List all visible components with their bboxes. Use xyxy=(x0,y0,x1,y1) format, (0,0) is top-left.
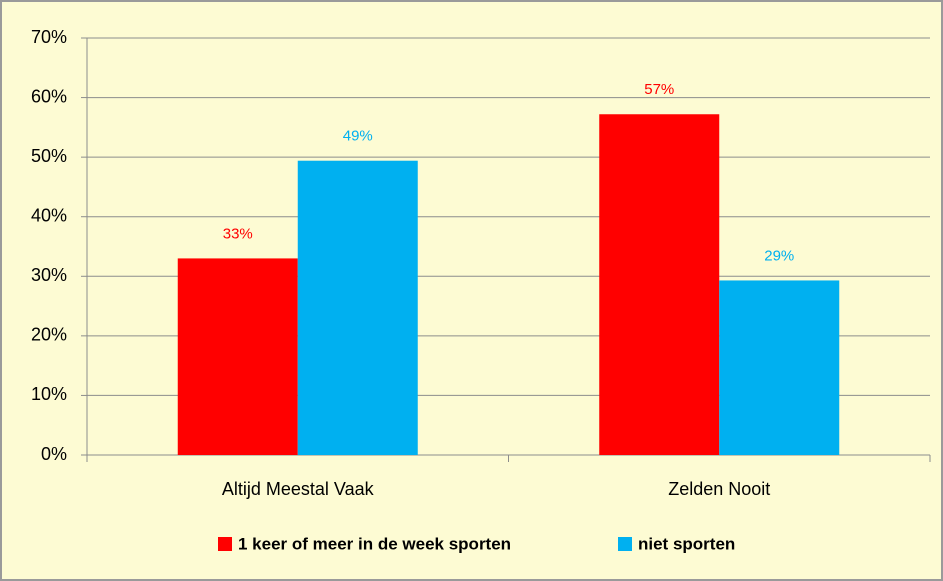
y-tick-label: 70% xyxy=(31,27,67,47)
legend-swatch xyxy=(618,537,632,551)
bar xyxy=(297,160,418,455)
value-label: 29% xyxy=(764,247,794,264)
bar xyxy=(177,258,298,455)
y-tick-label: 0% xyxy=(41,444,67,464)
bar xyxy=(719,280,840,455)
x-tick-label: Zelden Nooit xyxy=(668,479,770,499)
legend-label: niet sporten xyxy=(638,534,735,553)
value-label: 57% xyxy=(644,81,674,98)
y-tick-label: 40% xyxy=(31,205,67,225)
value-label: 49% xyxy=(343,128,373,145)
y-tick-label: 10% xyxy=(31,384,67,404)
bar xyxy=(599,114,720,455)
value-label: 33% xyxy=(223,225,253,242)
y-tick-label: 60% xyxy=(31,86,67,106)
y-tick-label: 30% xyxy=(31,265,67,285)
y-tick-label: 50% xyxy=(31,146,67,166)
x-tick-label: Altijd Meestal Vaak xyxy=(222,479,375,499)
legend-label: 1 keer of meer in de week sporten xyxy=(238,534,511,553)
y-tick-label: 20% xyxy=(31,325,67,345)
legend-swatch xyxy=(218,537,232,551)
